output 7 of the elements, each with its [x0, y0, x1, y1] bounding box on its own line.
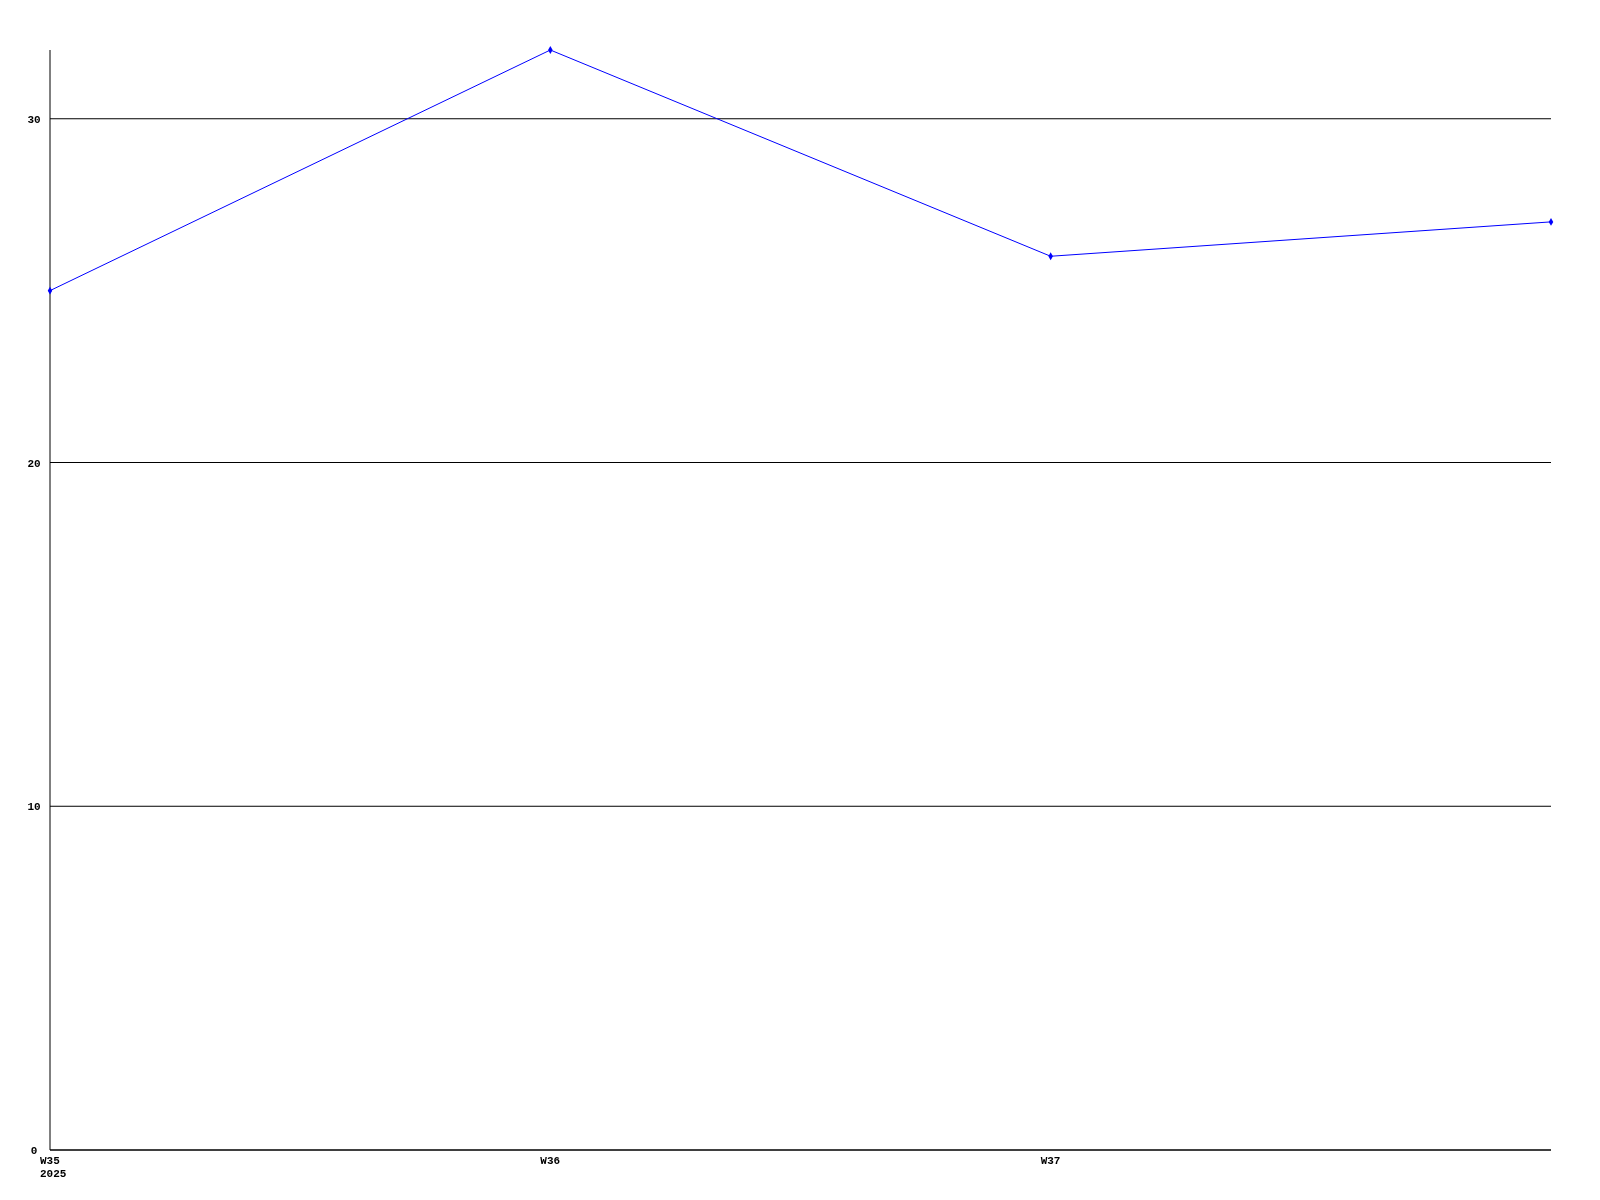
- y-tick-label: 0: [30, 1145, 38, 1157]
- x-tick-label: W37: [1040, 1155, 1061, 1167]
- x-tick-label: W36: [540, 1155, 561, 1167]
- y-tick-label: 30: [27, 113, 41, 126]
- x-tick-label: W35 2025: [40, 1155, 67, 1180]
- y-tick-label: 20: [27, 457, 41, 470]
- y-tick-label: 10: [27, 801, 41, 814]
